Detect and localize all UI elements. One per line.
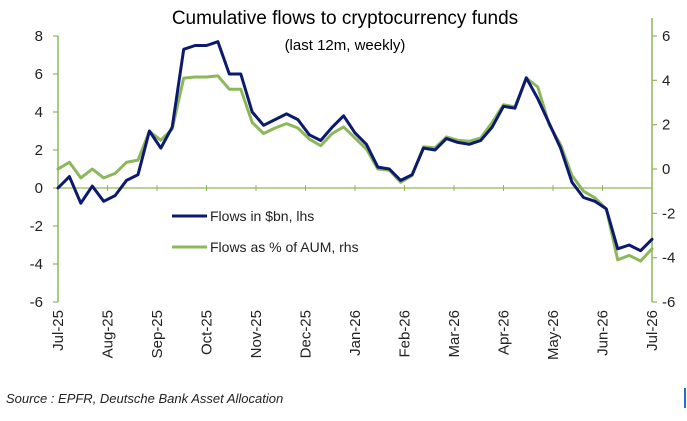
chart-subtitle: (last 12m, weekly) xyxy=(285,37,406,54)
corner-mark xyxy=(684,388,686,408)
y-right-tick-label: -4 xyxy=(662,250,675,267)
y-right-tick-label: -2 xyxy=(662,205,675,222)
y-left-tick-label: -4 xyxy=(30,256,43,273)
legend: Flows in $bn, lhs Flows as % of AUM, rhs xyxy=(172,208,359,255)
y-right-tick-label: 6 xyxy=(662,28,670,45)
y-left-tick-label: 0 xyxy=(35,180,43,197)
x-tick-label: Jul-25 xyxy=(50,310,67,351)
x-tick-label: Jun-26 xyxy=(595,310,612,356)
y-right-tick-label: 0 xyxy=(662,161,670,178)
y-left-tick-label: 2 xyxy=(35,142,43,159)
legend-label-lhs: Flows in $bn, lhs xyxy=(210,208,314,224)
x-tick-label: May-26 xyxy=(545,310,562,360)
y-left-tick-label: -2 xyxy=(30,218,43,235)
y-left-tick-label: 8 xyxy=(35,28,43,45)
x-tick-label: Oct-25 xyxy=(199,310,216,355)
x-tick-label: Dec-25 xyxy=(298,310,315,358)
series-line-flows-pct-aum xyxy=(56,74,654,263)
x-tick-label: Apr-26 xyxy=(496,310,513,355)
axes: -6 -4 -2 0 2 4 6 8 -6 -4 -2 0 2 4 6 Jul-25 Aug-25 Sep-25 O… xyxy=(30,18,675,360)
y-left-tick-label: -6 xyxy=(30,294,43,311)
x-tick-label: Sep-25 xyxy=(149,310,166,358)
x-tick-label: Nov-25 xyxy=(248,310,265,358)
series-layer xyxy=(56,40,654,263)
source-note: Source : EPFR, Deutsche Bank Asset Alloc… xyxy=(6,391,284,406)
x-tick-label: Aug-25 xyxy=(100,310,117,358)
x-tick-label: Feb-26 xyxy=(397,310,414,358)
legend-label-rhs: Flows as % of AUM, rhs xyxy=(210,239,359,255)
x-tick-label: Jul-26 xyxy=(644,310,661,351)
chart-title: Cumulative flows to cryptocurrency funds xyxy=(172,8,518,29)
x-tick-label: Mar-26 xyxy=(446,310,463,358)
y-left-tick-label: 6 xyxy=(35,66,43,83)
y-left-tick-label: 4 xyxy=(35,104,43,121)
series-line-flows-bn xyxy=(56,40,654,253)
y-right-tick-label: 2 xyxy=(662,117,670,134)
y-right-tick-label: 4 xyxy=(662,72,670,89)
x-tick-label: Jan-26 xyxy=(347,310,364,356)
y-right-tick-label: -6 xyxy=(662,294,675,311)
